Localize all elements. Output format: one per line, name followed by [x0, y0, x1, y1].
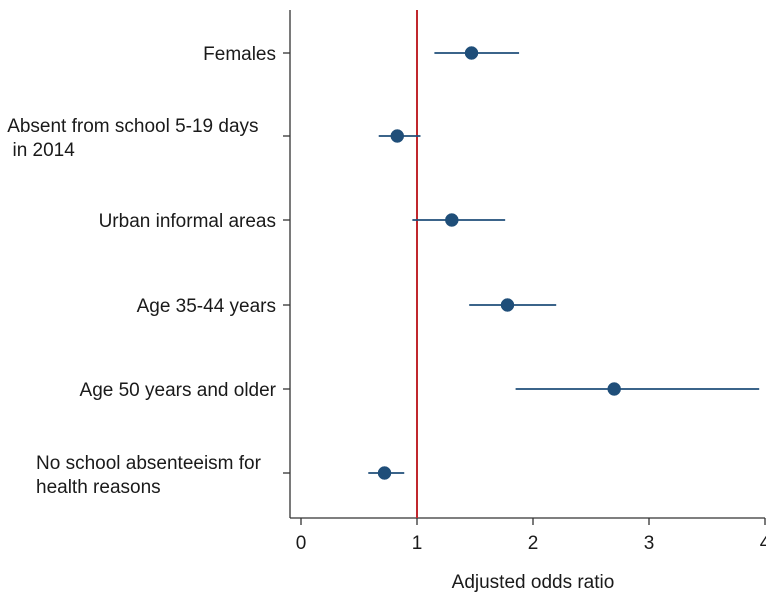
odds-ratio-point: [377, 466, 392, 480]
category-label: Absent from school 5-19 days in 2014: [7, 116, 258, 161]
labels-layer: Females Absent from school 5-19 days in 2…: [7, 44, 276, 498]
category-label: Urban informal areas: [99, 211, 276, 232]
category-label-line: No school absenteeism for: [36, 453, 262, 474]
odds-ratio-point: [500, 298, 515, 312]
points-layer: [377, 46, 621, 480]
ci-layer: [368, 52, 760, 474]
x-axis-title: Adjusted odds ratio: [452, 572, 615, 593]
x-tick-label: 4: [760, 533, 766, 554]
axes-layer: 0 1 2 3 4 Adjusted odds ratio: [283, 10, 766, 593]
odds-ratio-point: [445, 213, 459, 227]
x-tick-label: 3: [644, 533, 655, 554]
category-label: Females: [203, 44, 276, 65]
category-label-line: in 2014: [7, 140, 75, 161]
category-label: Age 50 years and older: [80, 380, 277, 401]
x-tick-label: 2: [528, 533, 539, 554]
x-tick-label: 1: [412, 533, 423, 554]
x-tick-label: 0: [296, 533, 307, 554]
category-label-line: health reasons: [36, 477, 161, 498]
odds-ratio-point: [390, 129, 405, 143]
category-label: Age 35-44 years: [137, 296, 276, 317]
category-label: No school absenteeism for health reasons: [36, 453, 262, 498]
odds-ratio-point: [464, 46, 479, 60]
category-label-line: Absent from school 5-19 days: [7, 116, 258, 137]
odds-ratio-point: [607, 382, 621, 396]
